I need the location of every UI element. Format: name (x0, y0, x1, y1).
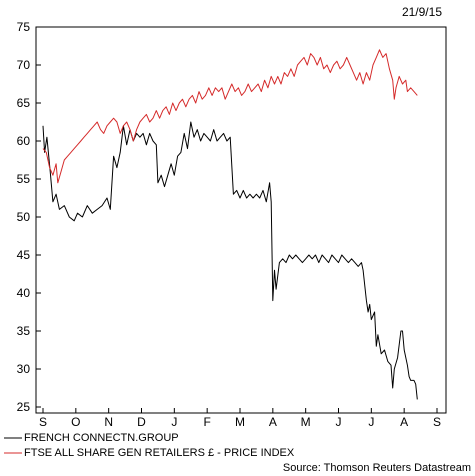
legend: FRENCH CONNECTN.GROUP FTSE ALL SHARE GEN… (4, 432, 295, 459)
legend-label-ftse-retailers: FTSE ALL SHARE GEN RETAILERS £ - PRICE I… (24, 447, 295, 459)
x-tick-label: S (39, 415, 47, 429)
x-tick-label: S (433, 415, 441, 429)
x-tick-label: J (368, 415, 374, 429)
y-tick-label: 35 (17, 324, 31, 338)
plot-frame (35, 26, 447, 414)
y-tick-label: 60 (17, 134, 31, 148)
series-lines (42, 49, 418, 400)
x-tick-label: A (269, 415, 277, 429)
y-tick-label: 65 (17, 96, 31, 110)
chart-date: 21/9/15 (402, 5, 442, 19)
x-tick-label: J (336, 415, 342, 429)
x-tick-label: O (71, 415, 80, 429)
x-tick-label: M (235, 415, 245, 429)
y-axis: 25 30 35 40 45 50 55 60 65 70 75 (17, 20, 41, 414)
y-tick-label: 30 (17, 362, 31, 376)
plot-area (35, 26, 447, 414)
x-tick-label: M (301, 415, 311, 429)
x-tick-label: A (400, 415, 408, 429)
y-tick-label: 70 (17, 58, 31, 72)
y-tick-label: 75 (17, 20, 31, 34)
x-tick-label: N (104, 415, 113, 429)
y-tick-label: 25 (17, 400, 31, 414)
y-tick-label: 45 (17, 248, 31, 262)
series-line-french-connection (42, 121, 418, 400)
x-tick-label: D (137, 415, 146, 429)
x-tick-label: J (171, 415, 177, 429)
x-tick-label: F (203, 415, 210, 429)
legend-label-french-connection: FRENCH CONNECTN.GROUP (24, 432, 179, 444)
y-tick-label: 55 (17, 172, 31, 186)
series-line-ftse-retailers (42, 49, 418, 184)
y-tick-label: 40 (17, 286, 31, 300)
y-tick-label: 50 (17, 210, 31, 224)
source-note: Source: Thomson Reuters Datastream (283, 462, 471, 474)
